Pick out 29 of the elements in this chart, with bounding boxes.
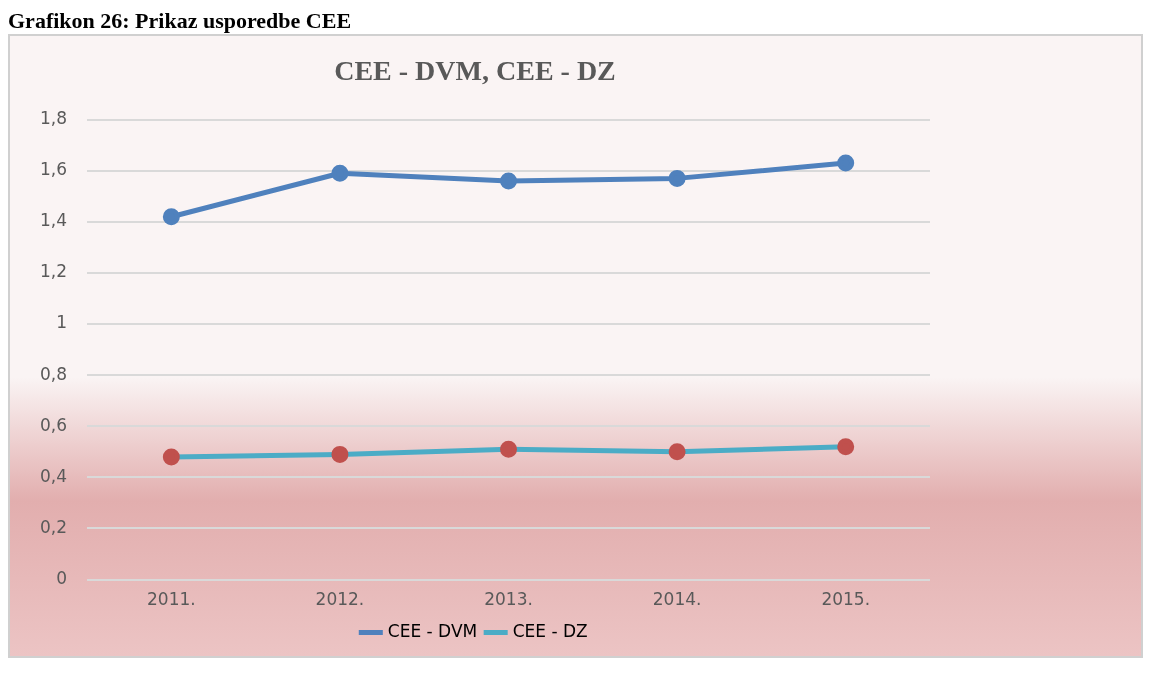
y-tick-label: 1,8 bbox=[39, 108, 68, 129]
y-tick-label: 0,8 bbox=[39, 363, 68, 384]
point bbox=[500, 172, 518, 190]
x-tick-label: 2015. bbox=[821, 589, 871, 610]
point bbox=[162, 448, 180, 466]
point bbox=[331, 445, 349, 463]
point bbox=[331, 164, 349, 182]
point bbox=[837, 438, 855, 456]
y-tick-label: 1,2 bbox=[39, 261, 68, 282]
y-tick-label: 0,2 bbox=[39, 516, 68, 537]
y-tick-label: 0,4 bbox=[39, 465, 68, 486]
x-tick-label: 2012. bbox=[315, 589, 365, 610]
y-tick-label: 0,6 bbox=[39, 414, 68, 435]
text: Grafikon 26: Prikaz usporedbe CEE bbox=[8, 8, 353, 34]
point bbox=[668, 443, 686, 461]
x-tick-label: 2013. bbox=[484, 589, 533, 610]
legend-label: CEE - DVM bbox=[387, 620, 478, 641]
y-tick-label: 0 bbox=[56, 568, 68, 589]
y-tick-label: 1,6 bbox=[39, 159, 68, 180]
y-tick-label: 1 bbox=[56, 312, 68, 333]
point bbox=[500, 440, 518, 458]
chart-title: CEE - DVM, CEE - DZ bbox=[334, 55, 616, 87]
x-tick-label: 2014. bbox=[652, 589, 702, 610]
point bbox=[162, 208, 180, 226]
point bbox=[837, 154, 855, 172]
legend-label: CEE - DZ bbox=[512, 620, 588, 641]
y-tick-label: 1,4 bbox=[39, 210, 68, 231]
point bbox=[668, 169, 686, 187]
x-tick-label: 2011. bbox=[147, 589, 196, 610]
